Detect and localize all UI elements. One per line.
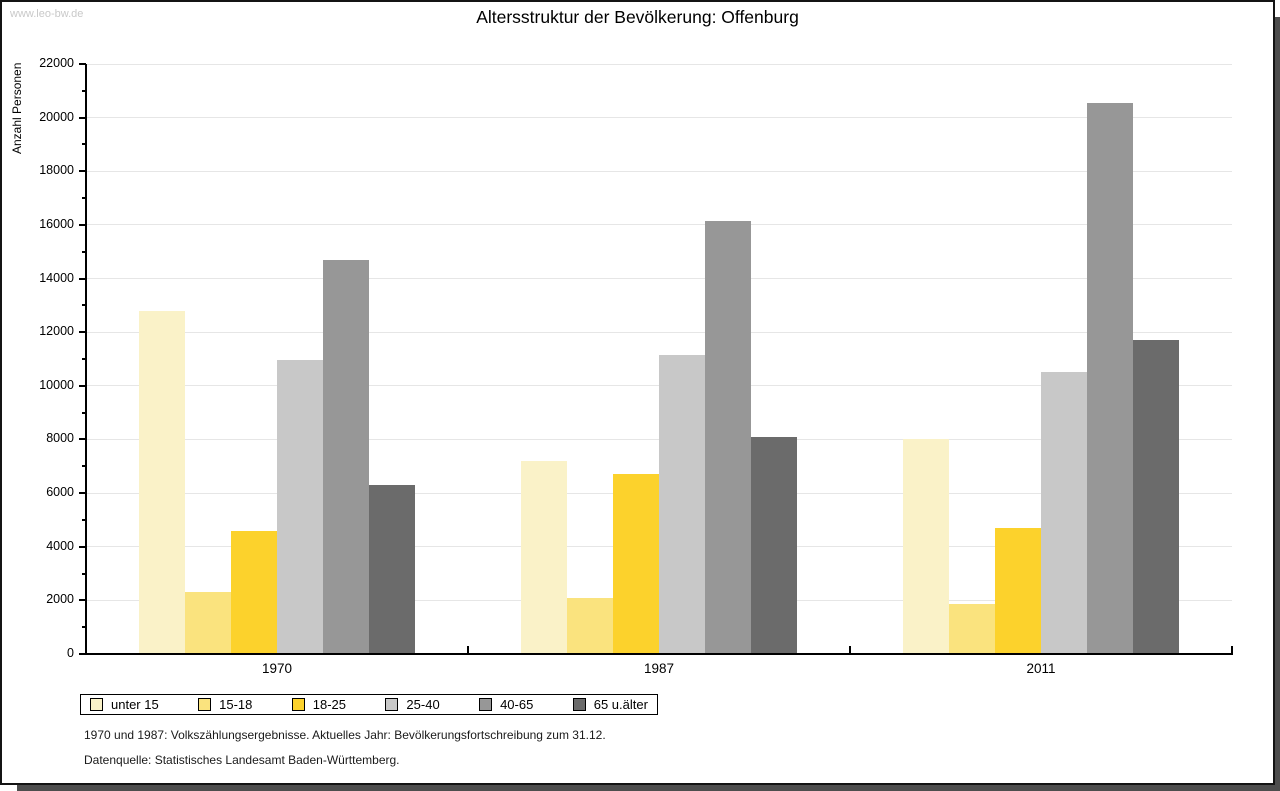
legend-label: 65 u.älter xyxy=(593,697,648,712)
y-axis-tick-label: 18000 xyxy=(39,163,74,178)
bar-2011-40-65 xyxy=(1087,102,1133,654)
y-axis-tick-label: 12000 xyxy=(39,324,74,339)
bar-1970-65-u-lter xyxy=(369,485,415,654)
bar-1987-40-65 xyxy=(705,220,751,654)
frame-shadow-right xyxy=(1275,17,1280,791)
y-axis-major-tick xyxy=(79,63,86,65)
y-axis-tick-label: 0 xyxy=(67,646,74,660)
legend-swatch-icon xyxy=(198,698,212,711)
x-axis-category-label: 2011 xyxy=(1026,661,1056,676)
legend: unter 15 15-18 18-25 25-40 40-65 65 u.älter xyxy=(80,694,658,715)
y-axis-minor-tick xyxy=(82,572,86,575)
footnote-line-2: Datenquelle: Statistisches Landesamt Bad… xyxy=(84,753,400,767)
bar-1987-18-25 xyxy=(613,474,659,654)
y-axis-major-tick xyxy=(79,438,86,441)
x-axis-tick xyxy=(1231,646,1233,653)
y-axis-tick-label: 22000 xyxy=(39,56,74,70)
x-axis-tick xyxy=(467,646,469,653)
bar-2011-25-40 xyxy=(1041,372,1087,654)
y-axis-major-tick xyxy=(79,384,86,387)
bar-2011-15-18 xyxy=(949,604,995,654)
legend-swatch-icon xyxy=(90,698,103,711)
bar-1970-unter-15 xyxy=(139,310,185,654)
y-axis-tick-label: 8000 xyxy=(46,431,74,446)
legend-swatch-icon xyxy=(479,698,493,711)
y-axis-major-tick xyxy=(79,492,86,495)
y-axis-minor-tick xyxy=(82,518,86,521)
x-axis-category-label: 1970 xyxy=(261,661,293,676)
frame-shadow-bottom xyxy=(17,785,1280,791)
bar-1970-15-18 xyxy=(185,592,231,654)
bar-1987-25-40 xyxy=(659,354,705,654)
bar-1987-15-18 xyxy=(567,597,613,654)
y-axis-tick-label: 6000 xyxy=(46,485,74,500)
y-axis-tick-label: 20000 xyxy=(39,109,74,124)
legend-item: 15-18 xyxy=(198,697,252,712)
y-axis-minor-tick xyxy=(82,626,86,629)
legend-swatch-icon xyxy=(385,698,399,711)
gridline xyxy=(86,224,1232,226)
legend-label: 40-65 xyxy=(500,697,534,712)
y-axis-major-tick xyxy=(79,170,86,173)
y-axis-title: Anzahl Personen xyxy=(10,62,24,154)
y-axis-line xyxy=(85,64,87,655)
y-axis-tick-label: 10000 xyxy=(39,377,74,392)
y-axis-tick-label: 4000 xyxy=(46,538,74,553)
bar-2011-18-25 xyxy=(995,527,1041,654)
bar-1970-18-25 xyxy=(231,530,277,654)
bar-2011-65-u-lter xyxy=(1133,340,1179,654)
gridline xyxy=(86,117,1232,119)
x-axis-line xyxy=(85,653,1233,655)
y-axis-minor-tick xyxy=(82,304,86,307)
gridline xyxy=(86,63,1232,65)
legend-label: 18-25 xyxy=(312,697,347,712)
legend-label: 15-18 xyxy=(219,697,253,712)
y-axis-major-tick xyxy=(79,545,86,548)
y-axis-major-tick xyxy=(79,331,86,334)
y-axis-tick-label: 2000 xyxy=(46,592,74,607)
watermark: www.leo-bw.de xyxy=(10,8,84,20)
y-axis-minor-tick xyxy=(82,143,86,146)
x-axis-tick xyxy=(849,646,851,653)
y-axis-major-tick xyxy=(79,599,86,602)
bar-1987-unter-15 xyxy=(521,460,567,654)
y-axis-minor-tick xyxy=(82,411,86,414)
y-axis-minor-tick xyxy=(82,89,86,92)
legend-swatch-icon xyxy=(572,698,586,711)
y-axis-major-tick xyxy=(79,223,86,226)
legend-item: 40-65 xyxy=(479,697,533,712)
gridline xyxy=(86,170,1232,172)
legend-swatch-icon xyxy=(291,698,305,711)
legend-item: 18-25 xyxy=(291,697,347,712)
y-axis-major-tick xyxy=(79,277,86,280)
bar-2011-unter-15 xyxy=(903,439,949,654)
gridline xyxy=(86,278,1232,280)
legend-item: 65 u.älter xyxy=(572,697,648,712)
y-axis-minor-tick xyxy=(82,358,86,360)
legend-label: 25-40 xyxy=(406,697,440,712)
chart-title: Altersstruktur der Bevölkerung: Offenbur… xyxy=(476,7,799,27)
legend-item: 25-40 xyxy=(385,697,440,712)
y-axis-major-tick xyxy=(79,116,86,119)
bar-1987-65-u-lter xyxy=(751,436,797,654)
y-axis-major-tick xyxy=(79,653,86,655)
legend-label: unter 15 xyxy=(111,697,159,712)
gridline xyxy=(86,331,1232,333)
y-axis-tick-label: 16000 xyxy=(39,216,74,231)
y-axis-minor-tick xyxy=(82,465,86,468)
bar-1970-40-65 xyxy=(323,259,369,654)
y-axis-tick-label: 14000 xyxy=(39,270,74,285)
footnote-line-1: 1970 und 1987: Volkszählungsergebnisse. … xyxy=(84,728,606,742)
y-axis-minor-tick xyxy=(82,250,86,253)
y-axis-minor-tick xyxy=(82,197,86,200)
legend-item: unter 15 xyxy=(90,697,159,712)
x-axis-category-label: 1987 xyxy=(643,661,675,676)
bar-1970-25-40 xyxy=(277,360,323,654)
